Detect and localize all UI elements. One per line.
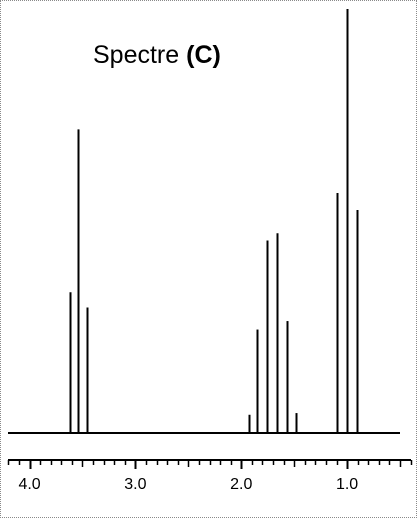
tick-label: 4.0	[18, 476, 40, 493]
peaks-layer	[69, 9, 359, 433]
tick-label: 2.0	[230, 476, 252, 493]
chart-title-label: (C)	[186, 41, 221, 69]
x-axis-tick-labels: 4.0 3.0 2.0 1.0	[18, 476, 358, 493]
tick-label: 1.0	[336, 476, 358, 493]
chart-title: Spectre (C)	[93, 41, 221, 70]
chart-title-text: Spectre	[93, 41, 180, 69]
x-axis-ticks	[7, 460, 413, 469]
tick-label: 3.0	[124, 476, 146, 493]
